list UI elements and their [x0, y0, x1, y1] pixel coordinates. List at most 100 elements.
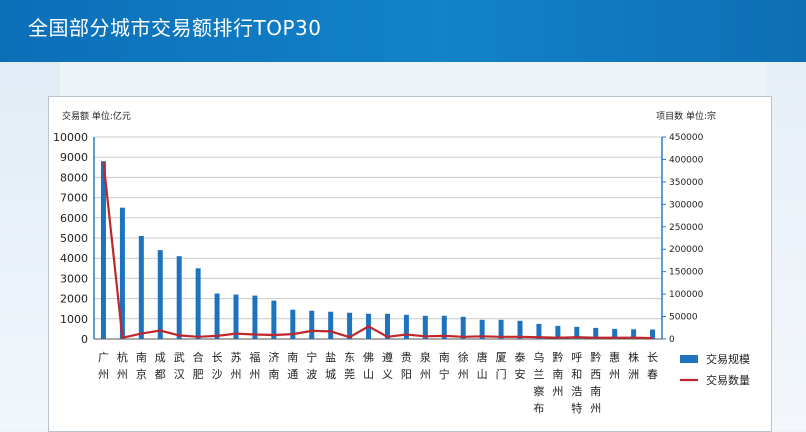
- x-tick-char: 州: [231, 368, 242, 381]
- right-tick-label: 150000: [669, 268, 704, 278]
- x-tick-char: 惠: [609, 350, 620, 364]
- x-tick-label: 南京: [136, 351, 147, 381]
- bar: [650, 329, 656, 339]
- x-tick-char: 京: [136, 367, 147, 381]
- x-tick-label: 泉州: [420, 350, 431, 381]
- line-series-交易数量: [102, 161, 653, 340]
- bar: [403, 314, 409, 339]
- bar: [593, 327, 599, 339]
- x-tick-char: 泰: [515, 350, 526, 364]
- x-tick-label: 长沙: [212, 351, 223, 381]
- left-tick-label: 6000: [60, 212, 88, 225]
- right-tick-label: 400000: [669, 155, 704, 165]
- x-tick-label: 徐州: [458, 350, 469, 381]
- left-tick-label: 5000: [60, 232, 88, 245]
- x-tick-char: 株: [628, 350, 639, 364]
- left-tick-label: 1000: [60, 313, 88, 326]
- x-tick-char: 西: [590, 368, 601, 381]
- x-tick-char: 州: [117, 368, 128, 381]
- x-tick-char: 成: [155, 351, 166, 364]
- bar: [119, 207, 125, 339]
- x-tick-char: 苏: [231, 351, 242, 364]
- x-tick-char: 济: [268, 350, 279, 364]
- x-tick-char: 州: [249, 368, 260, 381]
- x-tick-char: 杭: [117, 350, 128, 364]
- x-tick-label: 惠州: [609, 350, 620, 381]
- bar: [479, 319, 485, 339]
- x-tick-char: 厦: [496, 351, 507, 364]
- bar: [214, 293, 220, 339]
- bar: [555, 325, 561, 339]
- x-tick-label: 南通: [287, 351, 298, 381]
- left-tick-label: 2000: [60, 293, 88, 306]
- x-tick-label: 福州: [249, 350, 260, 381]
- x-tick-label: 佛山: [363, 351, 374, 381]
- x-tick-char: 门: [496, 367, 507, 381]
- x-tick-char: 安: [515, 367, 526, 381]
- x-tick-char: 呼: [571, 351, 582, 364]
- x-tick-char: 福: [249, 350, 260, 364]
- bar: [422, 315, 428, 339]
- x-tick-label: 黔南州: [552, 350, 563, 398]
- x-tick-label: 泰安: [515, 350, 526, 381]
- x-tick-char: 唐: [477, 350, 488, 364]
- x-tick-char: 洲: [628, 368, 639, 381]
- x-tick-label: 贵阳: [401, 351, 412, 381]
- bar: [498, 319, 504, 339]
- x-tick-char: 南: [552, 368, 563, 381]
- left-axis-note: 交易额 单位:亿元: [62, 110, 131, 122]
- right-axis-ticks: 450000 400000 350000 300000 250000 200000 1500…: [662, 133, 704, 345]
- x-tick-label: 成都: [155, 351, 166, 381]
- left-tick-label: 8000: [60, 171, 88, 184]
- left-tick-label: 4000: [60, 252, 88, 265]
- x-tick-char: 山: [477, 368, 488, 381]
- background-right: [766, 62, 806, 430]
- x-tick-char: 东: [344, 351, 355, 364]
- x-tick-char: 武: [174, 351, 185, 364]
- x-tick-char: 州: [609, 368, 620, 381]
- right-tick-label: 450000: [669, 133, 704, 143]
- x-tick-char: 义: [382, 368, 393, 381]
- x-tick-char: 盐: [325, 351, 336, 364]
- x-tick-char: 南: [590, 385, 601, 398]
- x-tick-char: 长: [212, 351, 223, 364]
- x-tick-label: 宁波: [306, 350, 317, 381]
- x-tick-label: 厦门: [496, 351, 507, 381]
- x-tick-char: 特: [571, 401, 582, 415]
- left-tick-label: 9000: [60, 151, 88, 164]
- left-tick-label: 0: [81, 333, 88, 346]
- right-tick-label: 100000: [669, 290, 704, 300]
- bar: [252, 295, 258, 339]
- left-axis-ticks: 1000090008000700060005000400030002000100…: [53, 131, 88, 346]
- x-tick-char: 和: [571, 368, 582, 381]
- bar: [290, 309, 296, 339]
- x-tick-char: 州: [590, 402, 601, 415]
- x-tick-char: 通: [287, 368, 298, 381]
- bar: [384, 313, 390, 339]
- x-tick-char: 州: [552, 385, 563, 398]
- bar: [138, 235, 144, 339]
- x-tick-label: 济南: [268, 350, 279, 381]
- x-tick-char: 佛: [363, 351, 374, 364]
- chart-panel: [48, 96, 772, 432]
- bar: [536, 323, 542, 339]
- bar: [195, 268, 201, 339]
- x-tick-char: 合: [193, 350, 204, 364]
- right-axis-note: 项目数 单位:宗: [656, 110, 716, 122]
- left-tick-label: 3000: [60, 272, 88, 285]
- x-tick-char: 沙: [212, 368, 223, 381]
- page-title: 全国部分城市交易额排行TOP30: [28, 16, 322, 40]
- x-tick-label: 南宁: [439, 351, 450, 381]
- x-tick-char: 贵: [401, 351, 412, 364]
- x-tick-label: 杭州: [117, 350, 128, 381]
- x-tick-char: 莞: [344, 368, 355, 381]
- bar: [460, 316, 466, 339]
- bar: [100, 161, 106, 339]
- x-tick-label: 武汉: [174, 351, 185, 381]
- x-tick-char: 浩: [571, 385, 582, 398]
- bar: [309, 310, 315, 339]
- x-tick-label: 合肥: [193, 350, 204, 381]
- legend-bar-swatch: [680, 355, 698, 363]
